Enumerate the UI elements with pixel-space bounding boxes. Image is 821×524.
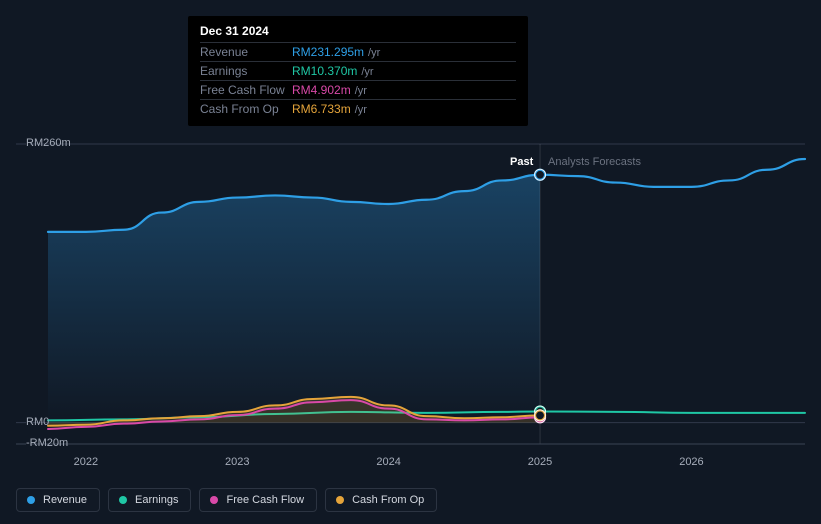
x-axis-label: 2024 bbox=[376, 456, 400, 468]
legend-dot-icon bbox=[27, 496, 35, 504]
tooltip-label: Free Cash Flow bbox=[200, 83, 292, 97]
legend-item[interactable]: Earnings bbox=[108, 488, 191, 512]
legend-label: Revenue bbox=[43, 494, 87, 506]
x-axis-label: 2025 bbox=[528, 456, 552, 468]
legend-label: Free Cash Flow bbox=[226, 494, 304, 506]
legend-label: Earnings bbox=[135, 494, 178, 506]
x-axis-label: 2026 bbox=[679, 456, 703, 468]
legend-dot-icon bbox=[336, 496, 344, 504]
tooltip-value: RM6.733m bbox=[292, 102, 351, 116]
tooltip-value: RM231.295m bbox=[292, 45, 364, 59]
past-label: Past bbox=[510, 156, 533, 168]
tooltip-unit: /yr bbox=[355, 85, 367, 97]
x-axis-label: 2023 bbox=[225, 456, 249, 468]
tooltip-label: Revenue bbox=[200, 45, 292, 59]
tooltip-date: Dec 31 2024 bbox=[200, 24, 516, 42]
tooltip-label: Cash From Op bbox=[200, 102, 292, 116]
tooltip-unit: /yr bbox=[368, 47, 380, 59]
tooltip-label: Earnings bbox=[200, 64, 292, 78]
x-axis-label: 2022 bbox=[74, 456, 98, 468]
chart-svg bbox=[16, 126, 805, 464]
tooltip-row: Earnings RM10.370m /yr bbox=[200, 61, 516, 80]
tooltip-row: Revenue RM231.295m /yr bbox=[200, 42, 516, 61]
tooltip-row: Cash From Op RM6.733m /yr bbox=[200, 99, 516, 118]
legend-item[interactable]: Cash From Op bbox=[325, 488, 437, 512]
legend-item[interactable]: Free Cash Flow bbox=[199, 488, 317, 512]
y-axis-label: -RM20m bbox=[26, 437, 30, 449]
tooltip-value: RM10.370m bbox=[292, 64, 357, 78]
x-axis: 2022 2023 2024 2025 2026 bbox=[16, 454, 805, 472]
forecast-label: Analysts Forecasts bbox=[548, 156, 641, 168]
y-axis-label: RM260m bbox=[26, 137, 30, 149]
hover-tooltip: Dec 31 2024 Revenue RM231.295m /yr Earni… bbox=[188, 16, 528, 126]
legend: Revenue Earnings Free Cash Flow Cash From O… bbox=[16, 488, 437, 512]
y-axis-label: RM0 bbox=[26, 416, 30, 428]
tooltip-row: Free Cash Flow RM4.902m /yr bbox=[200, 80, 516, 99]
revenue-earnings-chart: RM260m RM0 -RM20m 2022 2023 2024 2025 2026 Pas… bbox=[16, 126, 805, 486]
legend-dot-icon bbox=[119, 496, 127, 504]
tooltip-unit: /yr bbox=[355, 104, 367, 116]
legend-dot-icon bbox=[210, 496, 218, 504]
legend-label: Cash From Op bbox=[352, 494, 424, 506]
legend-item[interactable]: Revenue bbox=[16, 488, 100, 512]
tooltip-value: RM4.902m bbox=[292, 83, 351, 97]
tooltip-unit: /yr bbox=[361, 66, 373, 78]
